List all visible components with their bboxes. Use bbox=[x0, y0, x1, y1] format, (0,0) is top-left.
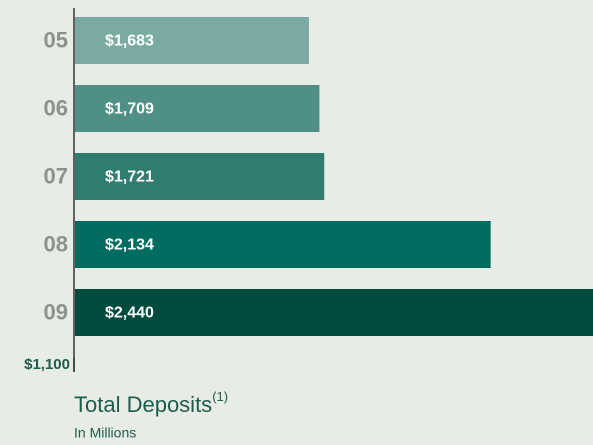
subtitle: In Millions bbox=[74, 425, 136, 441]
y-tick-label: 07 bbox=[44, 163, 68, 188]
bar bbox=[75, 221, 491, 268]
value-label: $2,134 bbox=[105, 237, 154, 254]
title-text: Total Deposits bbox=[74, 392, 212, 417]
bar bbox=[75, 289, 593, 336]
value-label: $2,440 bbox=[105, 305, 154, 322]
y-tick-label: 08 bbox=[44, 231, 68, 256]
bar bbox=[75, 17, 309, 64]
y-tick-label: 09 bbox=[44, 299, 68, 324]
y-tick-label: 05 bbox=[44, 27, 68, 52]
value-label: $1,683 bbox=[105, 33, 154, 50]
value-label: $1,721 bbox=[105, 169, 154, 186]
chart-title: Total Deposits(1) bbox=[74, 389, 228, 416]
title-note: (1) bbox=[212, 389, 228, 404]
bar bbox=[75, 153, 325, 200]
value-label: $1,709 bbox=[105, 101, 154, 118]
bar bbox=[75, 85, 320, 132]
x-tick-label: $1,100 bbox=[24, 356, 70, 373]
y-tick-label: 06 bbox=[44, 95, 68, 120]
